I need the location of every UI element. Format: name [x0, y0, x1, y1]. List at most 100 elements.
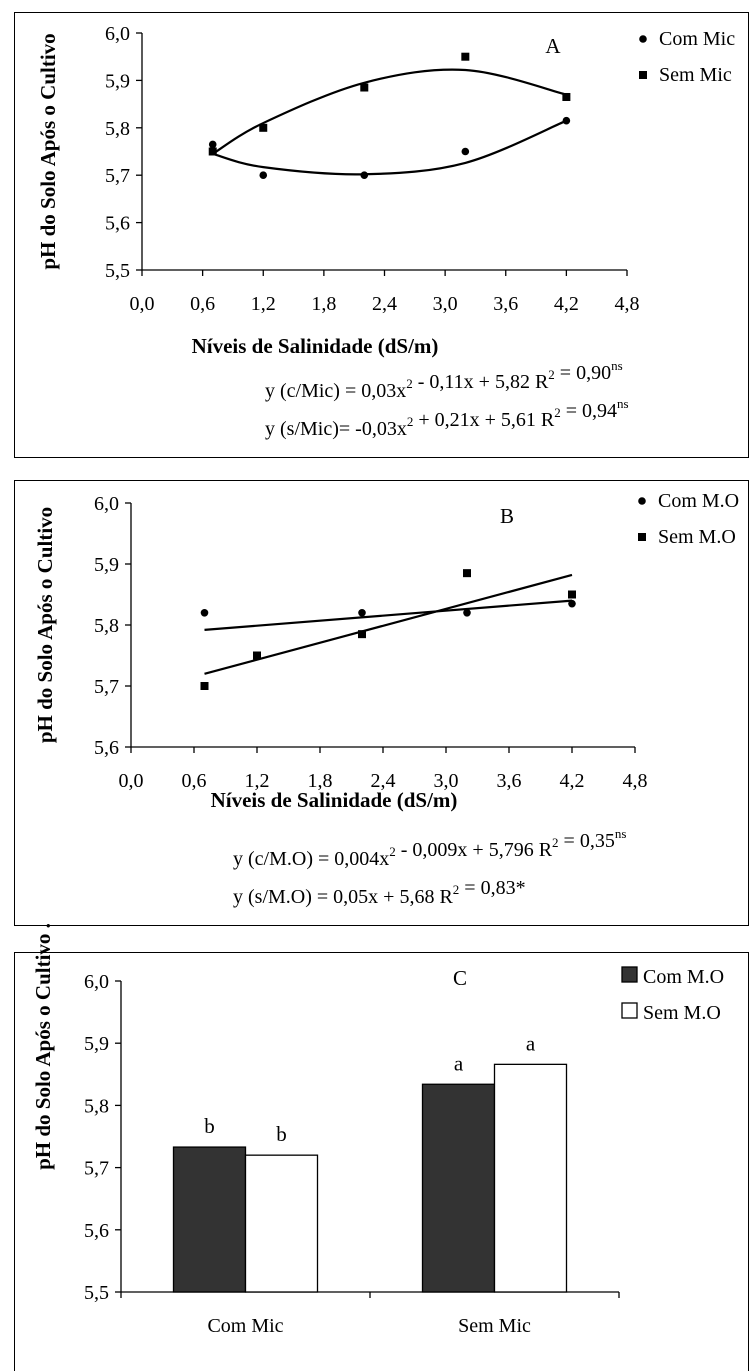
y-tick-label: 5,6 — [105, 213, 130, 235]
legend-marker — [639, 71, 647, 79]
legend-marker — [638, 533, 646, 541]
y-tick-label: 5,8 — [84, 1095, 109, 1117]
equation-text: - 0,11x + 5,82 R — [413, 371, 549, 393]
equation-text: y (s/Mic)= -0,03x — [265, 418, 407, 440]
x-tick-label: 4,8 — [615, 293, 640, 315]
regression-equation: y (c/M.O) = 0,004x2 - 0,009x + 5,796 R2 … — [233, 826, 626, 870]
equation-text: = 0,94 — [561, 400, 617, 422]
panel-a: 6,0 5,9 5,8 5,7 5,6 5,5 0,0 0,6 1,2 1,8 2,4 3,0 3,6 4… — [14, 12, 749, 458]
equation-superscript: 2 — [406, 376, 413, 391]
equation-superscript: 2 — [548, 367, 555, 382]
bar-sem-mo — [493, 1063, 568, 1293]
legend-label: Com M.O — [643, 966, 724, 988]
x-tick-label: 2,4 — [371, 770, 396, 792]
y-tick-label: 5,6 — [84, 1220, 109, 1242]
panel-b: 6,0 5,9 5,8 5,7 5,6 0,0 0,6 1,2 1,8 2,4 3,0 3,6 4,2 4… — [14, 480, 749, 926]
y-axis-label: pH do Solo Após o Cultivo — [36, 33, 60, 269]
legend-swatch — [621, 1002, 638, 1019]
x-tick-label: 1,8 — [311, 293, 336, 315]
equation-superscript: 2 — [554, 405, 561, 420]
x-tick-label: 2,4 — [372, 293, 397, 315]
y-tick-label: 6,0 — [84, 971, 109, 993]
chart-a: 6,0 5,9 5,8 5,7 5,6 5,50,0 0,6 1,2 1,8 2,4 3,0 3,6 4… — [36, 23, 735, 440]
data-point-square — [259, 123, 268, 132]
x-tick-label: 0,6 — [182, 770, 207, 792]
x-tick-label: 3,0 — [433, 293, 458, 315]
chart-b: 6,0 5,9 5,8 5,7 5,60,0 0,6 1,2 1,8 2,4 3,0 3,6 4,2 4… — [33, 490, 739, 908]
equation-text: y (c/Mic) = 0,03x — [265, 380, 406, 402]
data-point-square — [562, 92, 571, 101]
legend-label: Sem M.O — [643, 1002, 721, 1024]
equation-superscript: ns — [615, 826, 627, 841]
data-point-square — [461, 52, 470, 61]
y-tick-label: 6,0 — [94, 493, 119, 515]
x-tick-label: 4,8 — [623, 770, 648, 792]
panel-c: 6,0 5,9 5,8 5,7 5,6 5,5 Com Mic b b Sem Mic a a pH d… — [14, 923, 749, 1371]
bar-com-mo — [172, 1146, 247, 1293]
y-tick-label: 5,7 — [84, 1158, 109, 1180]
panel-letter: B — [500, 504, 514, 528]
regression-equation: y (s/Mic)= -0,03x2 + 0,21x + 5,61 R2 = 0… — [265, 396, 629, 440]
equation-superscript: 2 — [389, 844, 396, 859]
x-tick-label: 3,6 — [497, 770, 522, 792]
y-tick-label: 5,5 — [105, 260, 130, 282]
significance-letter: b — [204, 1114, 215, 1138]
y-tick-label: 5,7 — [94, 676, 119, 698]
significance-letter: b — [276, 1122, 287, 1146]
data-point-square — [568, 590, 576, 599]
equation-superscript: ns — [611, 358, 623, 373]
legend-marker — [638, 497, 646, 505]
legend-label: Sem M.O — [658, 526, 736, 548]
data-point-square — [208, 147, 217, 156]
data-point-square — [358, 630, 366, 639]
trend-curve — [212, 119, 567, 176]
equation-text: y (c/M.O) = 0,004x — [233, 848, 389, 870]
equation-text: + 0,21x + 5,61 R — [413, 409, 555, 431]
equation-text: - 0,009x + 5,796 R — [396, 839, 553, 861]
x-tick-label: 1,8 — [308, 770, 333, 792]
x-tick-label: 1,2 — [245, 770, 270, 792]
equation-superscript: 2 — [453, 882, 460, 897]
equation-text: = 0,90 — [555, 362, 611, 384]
bar-com-mo — [421, 1083, 496, 1293]
trend-curve — [212, 68, 567, 155]
equation-text: y (s/M.O) = 0,05x + 5,68 R — [233, 886, 453, 908]
equation-text: = 0,35 — [559, 830, 615, 852]
chart-c: 6,0 5,9 5,8 5,7 5,6 5,5 Com Mic b b Sem Mic a a pH d… — [31, 923, 724, 1337]
data-point-circle — [200, 609, 209, 617]
x-tick-label: 1,2 — [251, 293, 276, 315]
legend-label: Com M.O — [658, 490, 739, 512]
y-tick-label: 5,9 — [105, 70, 130, 92]
legend-swatch — [621, 966, 638, 983]
panel-letter: A — [545, 34, 561, 58]
y-tick-label: 5,6 — [94, 737, 119, 759]
x-tick-label: 0,0 — [130, 293, 155, 315]
category-label: Com Mic — [207, 1315, 283, 1337]
data-point-circle — [463, 609, 471, 617]
trend-line — [204, 573, 573, 675]
trend-line — [204, 599, 573, 631]
bar-sem-mo — [244, 1154, 319, 1293]
x-tick-label: 4,2 — [560, 770, 585, 792]
data-point-circle — [461, 147, 470, 156]
regression-equation: y (s/M.O) = 0,05x + 5,68 R2 = 0,83* — [233, 877, 526, 908]
data-point-square — [463, 569, 471, 578]
data-point-square — [253, 651, 261, 660]
x-tick-label: 3,6 — [493, 293, 518, 315]
data-point-circle — [568, 599, 576, 608]
y-tick-label: 5,8 — [105, 118, 130, 140]
y-tick-label: 6,0 — [105, 23, 130, 45]
regression-equation: y (c/Mic) = 0,03x2 - 0,11x + 5,82 R2 = 0… — [265, 358, 623, 402]
y-tick-label: 5,8 — [94, 615, 119, 637]
data-point-circle — [562, 116, 571, 125]
y-axis-label: pH do Solo Após o Cultivo — [33, 507, 57, 743]
equation-superscript: 2 — [407, 414, 414, 429]
panel-letter: C — [453, 966, 467, 990]
equation-superscript: ns — [617, 396, 629, 411]
legend-marker — [639, 35, 647, 43]
y-tick-label: 5,5 — [84, 1282, 109, 1304]
data-point-square — [200, 682, 209, 690]
legend-label: Com Mic — [659, 28, 735, 50]
data-point-square — [360, 83, 369, 92]
y-axis-label: pH do Solo Após o Cultivo . — [31, 923, 55, 1170]
